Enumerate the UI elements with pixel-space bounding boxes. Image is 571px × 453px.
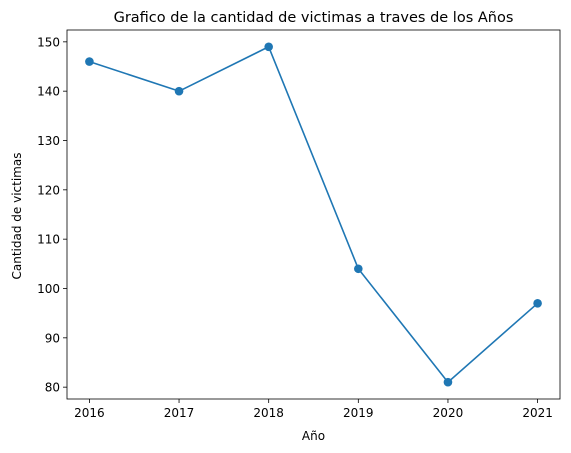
y-tick-label: 80 [45, 381, 60, 395]
data-point [443, 377, 453, 387]
data-point [264, 42, 273, 52]
y-tick-label: 140 [37, 85, 60, 99]
axes-frame [66, 29, 561, 400]
data-point [174, 86, 184, 96]
x-tick-label: 2021 [522, 406, 553, 420]
y-tick-label: 120 [37, 183, 60, 197]
x-axis-label: Año [302, 429, 325, 443]
x-tick-label: 2018 [253, 406, 284, 420]
chart-title: Grafico de la cantidad de victimas a tra… [114, 10, 514, 26]
y-axis-label: Cantidad de victimas [10, 153, 24, 280]
x-tick-label: 2020 [433, 406, 464, 420]
data-point [85, 57, 94, 66]
y-tick-label: 130 [37, 134, 60, 148]
x-tick-label: 2016 [74, 406, 105, 420]
data-point [354, 264, 363, 274]
plot-area: 2016 2017 2018 2019 2020 2021 80 90 100 110 120 130… [37, 29, 561, 420]
x-tick-label: 2017 [164, 406, 195, 420]
x-tick-label: 2019 [343, 406, 374, 420]
y-tick-label: 150 [37, 35, 60, 49]
data-point [533, 298, 542, 308]
y-tick-label: 100 [37, 282, 60, 296]
series-line [89, 45, 539, 384]
y-tick-label: 110 [37, 233, 60, 247]
y-tick-label: 90 [45, 331, 60, 345]
